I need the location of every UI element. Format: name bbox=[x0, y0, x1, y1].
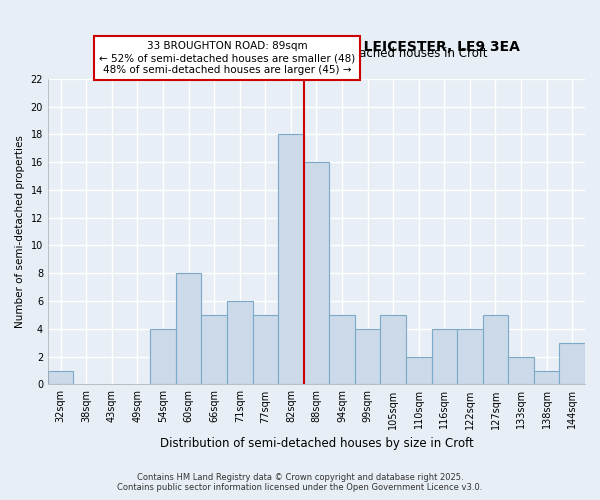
Bar bbox=[380, 315, 406, 384]
Bar bbox=[406, 356, 431, 384]
Text: Size of property relative to semi-detached houses in Croft: Size of property relative to semi-detach… bbox=[145, 48, 488, 60]
Bar bbox=[227, 301, 253, 384]
Bar bbox=[176, 274, 202, 384]
Y-axis label: Number of semi-detached properties: Number of semi-detached properties bbox=[15, 135, 25, 328]
Text: Contains HM Land Registry data © Crown copyright and database right 2025.
Contai: Contains HM Land Registry data © Crown c… bbox=[118, 473, 482, 492]
Bar bbox=[329, 315, 355, 384]
Bar bbox=[202, 315, 227, 384]
Bar bbox=[457, 329, 482, 384]
Bar bbox=[150, 329, 176, 384]
Bar bbox=[48, 370, 73, 384]
Text: 33 BROUGHTON ROAD: 89sqm
← 52% of semi-detached houses are smaller (48)
48% of s: 33 BROUGHTON ROAD: 89sqm ← 52% of semi-d… bbox=[99, 42, 355, 74]
Title: 33, BROUGHTON ROAD, CROFT, LEICESTER, LE9 3EA: 33, BROUGHTON ROAD, CROFT, LEICESTER, LE… bbox=[113, 40, 520, 54]
Bar bbox=[355, 329, 380, 384]
Bar bbox=[304, 162, 329, 384]
Bar bbox=[559, 343, 585, 384]
Bar bbox=[278, 134, 304, 384]
Bar bbox=[534, 370, 559, 384]
X-axis label: Distribution of semi-detached houses by size in Croft: Distribution of semi-detached houses by … bbox=[160, 437, 473, 450]
Bar bbox=[508, 356, 534, 384]
Bar bbox=[431, 329, 457, 384]
Bar bbox=[253, 315, 278, 384]
Bar bbox=[482, 315, 508, 384]
